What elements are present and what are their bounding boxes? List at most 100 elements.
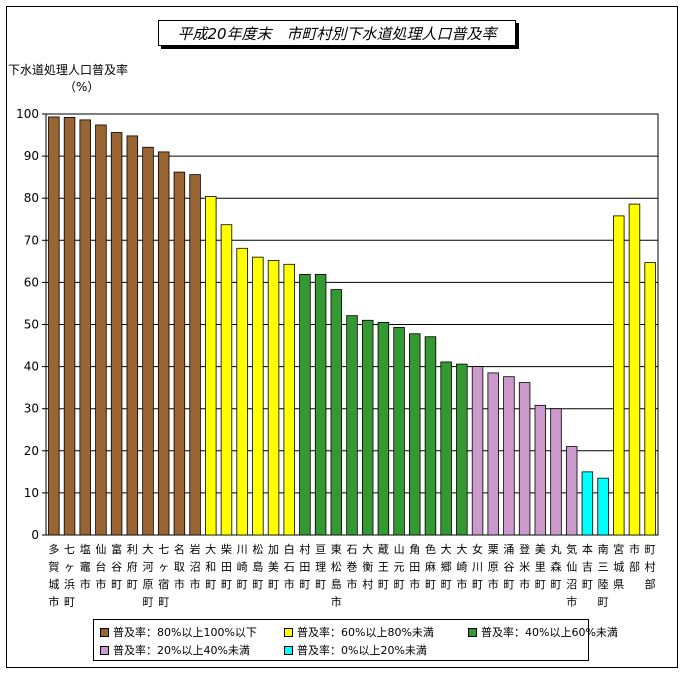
bar: [565, 446, 578, 536]
x-tick-label: 市部: [629, 542, 640, 574]
x-tick-label: 利府町: [127, 543, 138, 591]
x-tick-label: 登米市: [519, 542, 530, 591]
y-axis-unit: （%）: [64, 80, 100, 94]
x-tick-label: 大河原町: [143, 542, 154, 609]
chart-title-text: 平成20年度末 市町村別下水道処理人口普及率: [177, 24, 497, 43]
bar: [205, 196, 217, 536]
legend-item: 普及率：80%以上100%以下: [100, 624, 257, 640]
bar: [597, 477, 609, 536]
bar: [503, 376, 515, 536]
bar: [377, 321, 390, 536]
bar: [409, 333, 421, 536]
bar: [534, 404, 547, 536]
x-tick-label: 大和町: [205, 542, 216, 591]
y-tick-label: 20: [24, 444, 39, 458]
x-tick-label: 南三陸町: [598, 543, 609, 609]
x-tick-label: 塩竈市: [80, 542, 91, 591]
legend-swatch: [100, 627, 109, 637]
bar: [126, 135, 139, 536]
legend-swatch: [468, 627, 477, 637]
bar: [518, 382, 531, 536]
x-tick-label: 石巻市: [347, 543, 358, 591]
bar: [110, 132, 123, 536]
x-tick-label: 気仙沼市: [566, 542, 577, 609]
x-tick-label: 角田市: [409, 543, 420, 591]
x-tick-label: 色麻町: [425, 542, 436, 591]
bar: [361, 319, 374, 536]
bar: [299, 274, 311, 536]
bar: [95, 124, 107, 536]
x-tick-label: 栗原市: [488, 543, 499, 591]
x-tick-label: 加美町: [268, 543, 279, 591]
legend-swatch: [284, 627, 293, 637]
bar: [283, 263, 295, 536]
bar: [330, 289, 343, 536]
x-tick-label: 丸森町: [551, 543, 562, 591]
x-tick-label: 柴田町: [221, 542, 232, 591]
x-tick-label: 蔵王町: [378, 543, 389, 591]
legend: 普及率：80%以上100%以下 普及率：60%以上80%未満 普及率：40%以上60…: [93, 619, 618, 661]
bar: [644, 262, 656, 536]
x-tick-label: 川崎町: [237, 543, 248, 591]
x-tick-label: 女川町: [472, 542, 483, 591]
x-tick-label: 富谷町: [111, 542, 122, 591]
bar: [173, 171, 186, 536]
bar: [314, 274, 327, 536]
bar-chart: 0 10 20 30 40 50 60 70 80 90 100 多賀城市七ヶ浜町塩竈市仙台市富谷町利…: [16, 107, 659, 609]
x-tick-label: 七ヶ浜町: [64, 543, 75, 609]
x-tick-label: 本吉町: [582, 542, 593, 591]
legend-item: 普及率：60%以上80%未満: [284, 624, 434, 640]
x-tick-label: 亘理町: [315, 543, 326, 591]
y-tick-label: 0: [31, 528, 39, 542]
bar: [471, 366, 484, 536]
legend-swatch: [284, 645, 293, 655]
x-tick-label: 宮城県: [613, 542, 624, 591]
x-tick-label: 白石市: [284, 542, 295, 591]
bar: [393, 327, 405, 536]
bar: [440, 361, 452, 536]
x-tick-label: 涌谷町: [503, 543, 514, 591]
x-tick-label: 松島町: [252, 542, 263, 591]
y-tick-label: 70: [24, 233, 39, 247]
bar: [424, 336, 437, 536]
chart-title: 平成20年度末 市町村別下水道処理人口普及率: [158, 20, 516, 46]
y-tick-label: 30: [24, 402, 39, 416]
x-tick-label: 山元町: [394, 543, 405, 591]
bar: [456, 363, 468, 536]
bar: [628, 203, 641, 536]
bar: [267, 260, 280, 536]
legend-label: 普及率：60%以上80%未満: [297, 626, 434, 639]
x-tick-label: 美里町: [535, 543, 546, 591]
legend-item: 普及率：20%以上40%未満: [100, 642, 250, 658]
x-tick-label: 仙台市: [95, 543, 106, 591]
y-tick-label: 80: [24, 191, 39, 205]
bar: [252, 256, 264, 536]
x-tick-label: 名取市: [174, 542, 185, 591]
x-tick-label: 多賀城市: [48, 542, 59, 609]
legend-label: 普及率：80%以上100%以下: [113, 626, 257, 639]
legend-swatch: [100, 645, 109, 655]
y-tick-label: 40: [24, 360, 39, 374]
y-tick-label: 60: [24, 275, 39, 289]
bar: [236, 247, 248, 536]
legend-item: 普及率：0%以上20%未満: [284, 642, 427, 658]
x-tick-label: 大崎市: [456, 542, 467, 591]
bar: [189, 174, 201, 536]
bar: [48, 116, 60, 536]
bar: [63, 116, 76, 536]
bar: [550, 408, 562, 536]
bar: [613, 215, 625, 536]
bar: [581, 471, 594, 536]
y-axis-label: 下水道処理人口普及率: [8, 63, 129, 77]
x-tick-label: 東松島市: [331, 543, 342, 609]
x-tick-label: 七ヶ宿町: [158, 543, 169, 609]
x-tick-label: 大郷町: [441, 542, 452, 591]
y-tick-label: 10: [24, 486, 39, 500]
x-tick-label: 町村部: [645, 543, 656, 591]
bar: [220, 224, 233, 536]
x-tick-label: 岩沼市: [190, 542, 201, 591]
x-tick-label: 大衡村: [362, 542, 373, 591]
y-tick-label: 100: [16, 107, 39, 121]
legend-label: 普及率：0%以上20%未満: [297, 644, 427, 657]
legend-label: 普及率：20%以上40%未満: [113, 644, 250, 657]
